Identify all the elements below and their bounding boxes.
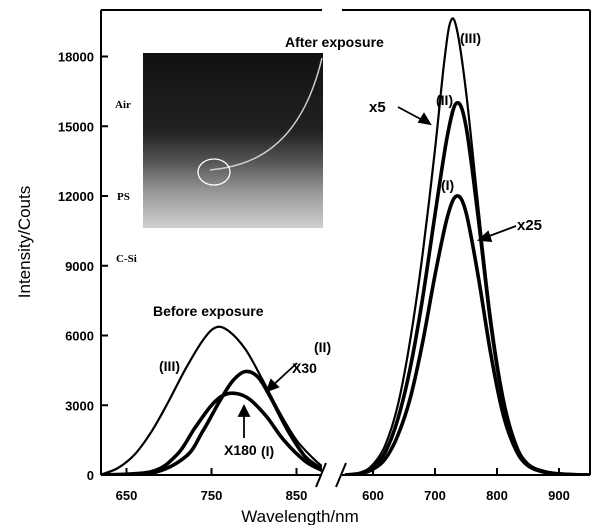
- annotation-arrows: [237, 106, 517, 438]
- axis-tick-labels: 0 3000 6000 9000 12000 15000 18000 650 750 850 600…: [58, 50, 570, 504]
- label-right-ii: (II): [436, 92, 453, 108]
- series-line-left-ii: [101, 369, 322, 475]
- arrow-x30: [270, 362, 298, 388]
- series-line-right-i: [344, 194, 591, 475]
- series-left-ii: [101, 369, 322, 475]
- series-left-i: [101, 391, 322, 475]
- inset-label-air: Air: [115, 99, 131, 111]
- y-axis-label: Intensity/Couts: [15, 186, 34, 298]
- x-tick-label-right-900: 900: [548, 488, 570, 503]
- inset-label-csi: C-Si: [116, 253, 137, 265]
- label-left-iii: (III): [159, 358, 180, 374]
- series-right-ii: [344, 101, 591, 475]
- inset-micrograph: Air PS C-Si: [115, 53, 323, 265]
- inset-highlight-circle: [197, 158, 231, 186]
- x-tick-label-left-650: 650: [116, 488, 138, 503]
- x-tick-label-right-700: 700: [424, 488, 446, 503]
- multiplier-x180: X180: [224, 442, 257, 458]
- inset-interface-curve: [209, 57, 323, 171]
- series-line-right-ii: [344, 101, 591, 475]
- series-right-i: [344, 194, 591, 475]
- series-line-right-iii: [344, 17, 591, 475]
- x-tick-label-right-800: 800: [486, 488, 508, 503]
- x-tick-label-left-750: 750: [201, 488, 223, 503]
- y-tick-label-15000: 15000: [58, 119, 94, 134]
- annotation-before-exposure: Before exposure: [153, 303, 264, 319]
- label-left-i: (I): [261, 443, 274, 459]
- label-left-ii: (II): [314, 339, 331, 355]
- annotation-after-exposure: After exposure: [285, 34, 384, 50]
- multiplier-x5: x5: [369, 99, 386, 116]
- label-right-iii: (III): [460, 30, 481, 46]
- inset-image: [143, 53, 323, 228]
- y-tick-label-9000: 9000: [65, 259, 94, 274]
- x-tick-label-left-850: 850: [286, 488, 308, 503]
- break-mark-2: [335, 462, 347, 488]
- y-tick-label-12000: 12000: [58, 189, 94, 204]
- axis-break-marks: [315, 462, 347, 488]
- series-right-iii: [344, 17, 591, 475]
- break-mark-1: [315, 462, 327, 488]
- arrowhead-x25: [476, 230, 493, 243]
- series-layer: [101, 17, 591, 475]
- x-tick-label-right-600: 600: [362, 488, 384, 503]
- y-tick-label-18000: 18000: [58, 50, 94, 65]
- arrowhead-x5: [417, 112, 432, 126]
- series-left-iii: [101, 325, 322, 475]
- arrowhead-x30: [265, 378, 280, 393]
- y-tick-label-3000: 3000: [65, 398, 94, 413]
- x-axis-label: Wavelength/nm: [241, 507, 358, 525]
- series-line-left-i: [101, 391, 322, 475]
- inset-label-ps: PS: [117, 191, 130, 203]
- multiplier-x30: X30: [292, 360, 317, 376]
- y-tick-label-6000: 6000: [65, 329, 94, 344]
- series-line-left-iii: [101, 325, 322, 475]
- y-tick-label-0: 0: [87, 468, 94, 483]
- multiplier-x25: x25: [517, 217, 542, 234]
- annotations: After exposure Before exposure (III) (II…: [153, 30, 542, 459]
- label-right-i: (I): [441, 177, 454, 193]
- arrowhead-x180: [237, 403, 251, 417]
